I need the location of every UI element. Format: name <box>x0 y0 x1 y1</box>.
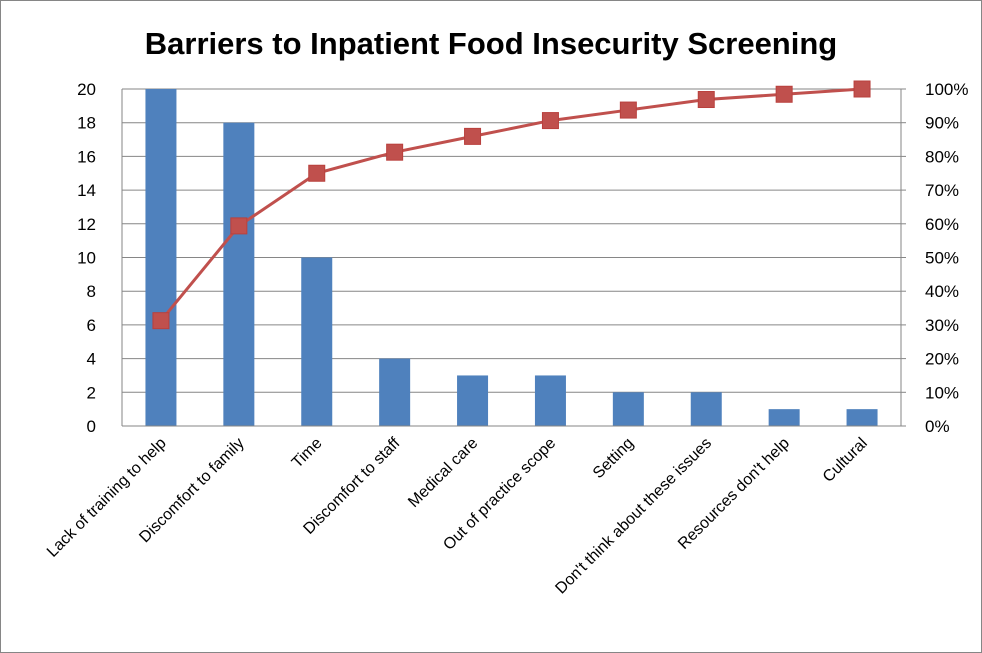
y-tick-label: 16 <box>77 147 96 166</box>
category-label: Time <box>289 435 326 472</box>
y2-tick-label: 90% <box>925 114 959 133</box>
bar <box>457 375 489 426</box>
y2-tick-label: 70% <box>925 181 959 200</box>
y2-tick-label: 50% <box>925 249 959 268</box>
y2-tick-label: 10% <box>925 383 959 402</box>
line-marker <box>775 85 793 103</box>
line-marker <box>853 80 871 98</box>
line-marker <box>541 112 559 130</box>
bar <box>768 409 800 426</box>
left-axis-ticks: 0 2 4 6 8 10 12 14 16 18 20 <box>77 80 96 436</box>
y-tick-label: 4 <box>87 350 96 369</box>
axes <box>121 88 906 427</box>
bars <box>145 89 878 426</box>
line-marker <box>152 312 170 330</box>
cumulative-line <box>152 80 871 330</box>
category-label: Don't think about these issues <box>552 435 715 598</box>
y-tick-label: 12 <box>77 215 96 234</box>
y-tick-label: 2 <box>87 383 96 402</box>
y-tick-label: 20 <box>77 80 96 99</box>
line-marker <box>697 91 715 109</box>
line-marker <box>619 101 637 119</box>
line-marker <box>308 164 326 182</box>
bar <box>223 122 255 426</box>
bar <box>690 392 722 426</box>
line-marker <box>386 143 404 161</box>
bar <box>301 257 333 426</box>
y2-tick-label: 100% <box>925 80 968 99</box>
y2-tick-label: 80% <box>925 147 959 166</box>
line-marker <box>464 127 482 145</box>
y2-tick-label: 60% <box>925 215 959 234</box>
chart-title: Barriers to Inpatient Food Insecurity Sc… <box>145 26 837 61</box>
bar <box>145 89 177 426</box>
bar <box>534 375 566 426</box>
category-label: Medical care <box>405 435 481 511</box>
y-tick-label: 8 <box>87 282 96 301</box>
y2-tick-label: 30% <box>925 316 959 335</box>
line-marker <box>230 217 248 235</box>
y-tick-label: 0 <box>87 417 96 436</box>
bar <box>379 358 411 426</box>
y2-tick-label: 20% <box>925 350 959 369</box>
y-tick-label: 10 <box>77 249 96 268</box>
category-label: Setting <box>590 435 637 482</box>
y2-tick-label: 0% <box>925 417 950 436</box>
bar <box>612 392 644 426</box>
category-label: Cultural <box>820 435 871 486</box>
cumulative-polyline <box>159 87 863 322</box>
bar <box>846 409 878 426</box>
y-tick-label: 14 <box>77 181 96 200</box>
right-axis-ticks: 0% 10% 20% 30% 40% 50% 60% 70% 80% 90% 100% <box>925 80 968 436</box>
y-tick-label: 6 <box>87 316 96 335</box>
y2-tick-label: 40% <box>925 282 959 301</box>
y-tick-label: 18 <box>77 114 96 133</box>
